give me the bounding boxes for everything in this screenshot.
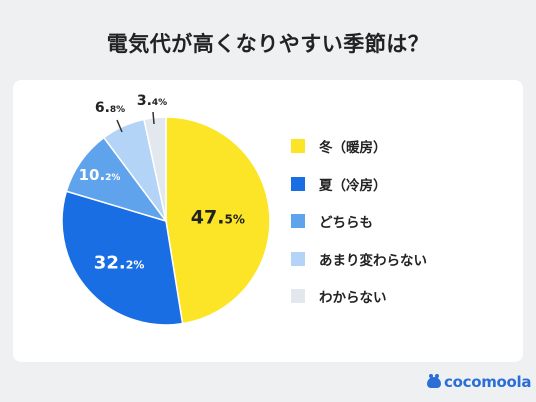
label-unknown: 3.4% <box>137 93 167 109</box>
legend-label: わからない <box>319 290 387 306</box>
legend-item-unknown: わからない <box>291 286 427 306</box>
slice-winter <box>165 116 271 325</box>
legend-item-winter: 冬（暖房） <box>291 136 427 156</box>
legend-swatch <box>291 214 305 228</box>
legend-swatch <box>291 289 305 303</box>
legend-item-summer: 夏（冷房） <box>291 174 427 194</box>
legend-item-both: どちらも <box>291 211 427 231</box>
leader-line <box>116 119 123 133</box>
legend-label: 夏（冷房） <box>319 177 387 194</box>
legend-item-no-change: あまり変わらない <box>291 249 427 269</box>
legend-swatch <box>291 176 305 191</box>
label-no-change: 6.8% <box>95 100 125 116</box>
legend-swatch <box>291 139 305 153</box>
chart-legend: 冬（暖房） 夏（冷房） どちらも あまり変わらない わからない <box>291 136 427 324</box>
leader-line <box>152 111 155 125</box>
label-both: 10.2% <box>79 166 121 184</box>
slice-unknown <box>143 116 167 222</box>
label-summer: 32.2% <box>94 252 145 273</box>
logo-mark-icon <box>427 373 441 388</box>
slice-summer <box>61 190 184 326</box>
label-winter: 47.5% <box>191 206 245 228</box>
legend-label: あまり変わらない <box>319 252 427 269</box>
cocomoola-logo: cocomoola <box>427 373 532 391</box>
legend-label: 冬（暖房） <box>319 140 387 156</box>
legend-label: どちらも <box>319 215 373 231</box>
logo-text: cocomoola <box>444 373 532 391</box>
chart-title: 電気代が高くなりやすい季節は？ <box>106 32 430 56</box>
legend-swatch <box>291 251 305 266</box>
